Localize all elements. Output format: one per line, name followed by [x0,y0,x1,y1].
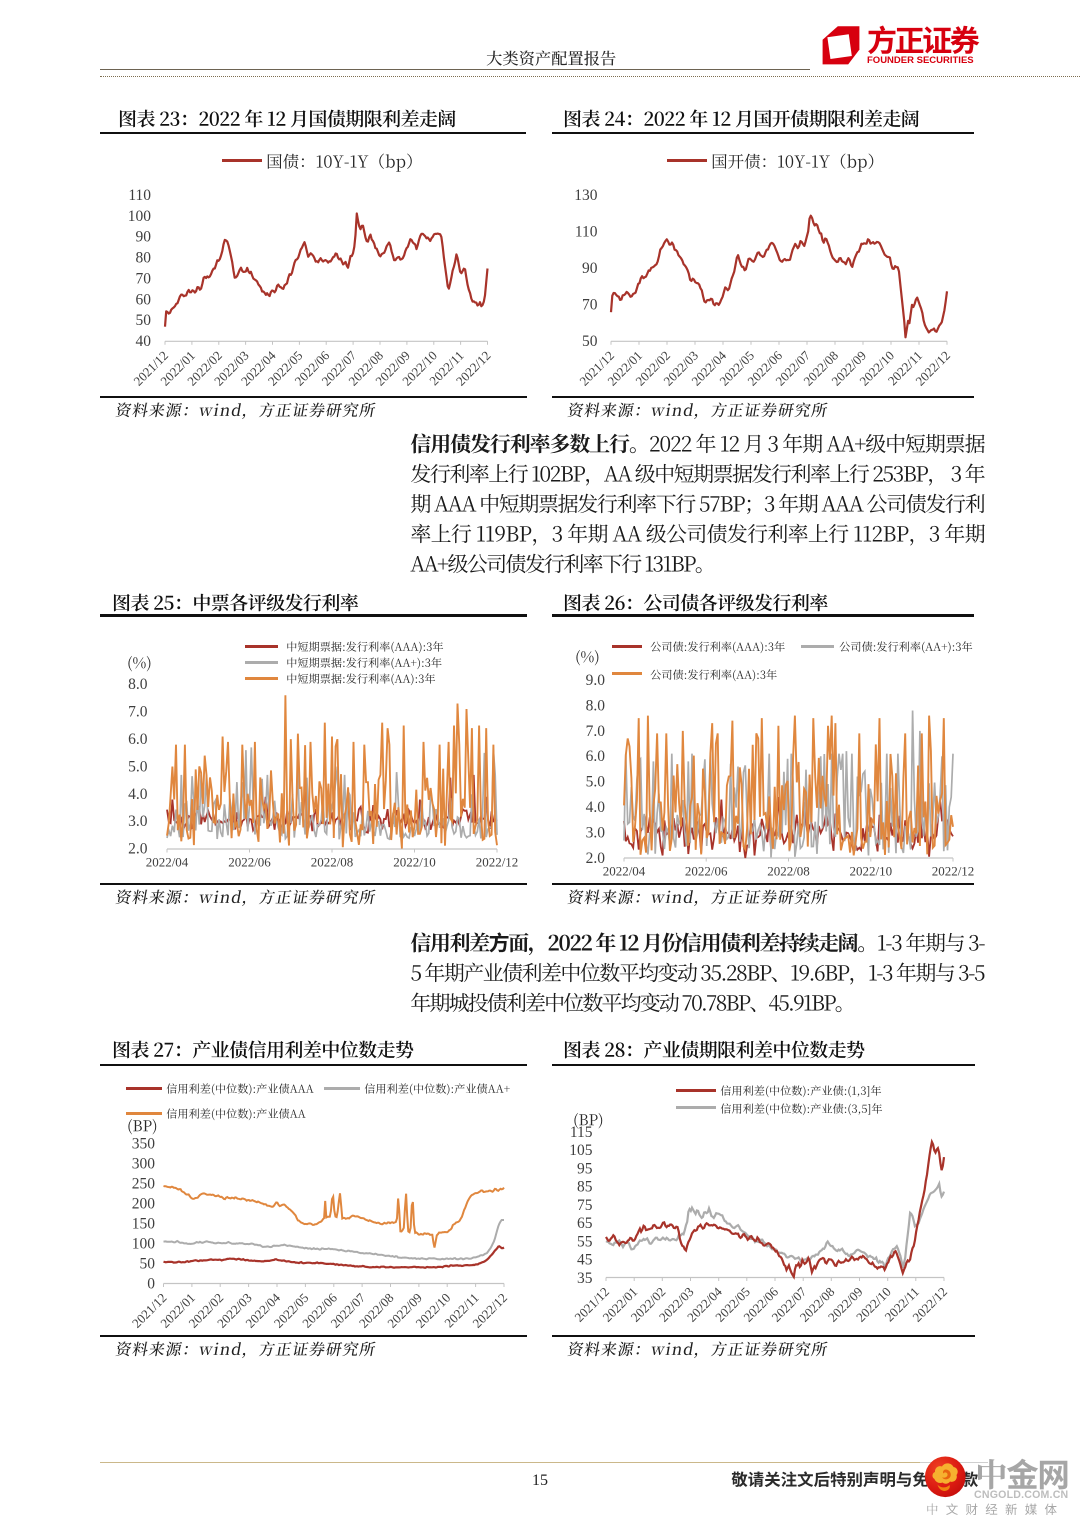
svg-text:80: 80 [136,250,152,267]
svg-text:40: 40 [136,333,152,350]
svg-text:4.0: 4.0 [586,799,606,816]
svg-text:110: 110 [575,224,598,241]
svg-text:2022/10: 2022/10 [849,864,892,879]
svg-text:2022/06: 2022/06 [685,864,728,879]
svg-text:2.0: 2.0 [586,850,606,867]
svg-text:350: 350 [132,1135,156,1152]
svg-text:100: 100 [132,1235,156,1252]
svg-text:70: 70 [136,270,152,287]
svg-text:9.0: 9.0 [586,672,606,689]
svg-text:60: 60 [136,291,152,308]
svg-text:5.0: 5.0 [586,774,606,791]
svg-text:250: 250 [132,1175,156,1192]
svg-text:45: 45 [577,1252,593,1269]
svg-text:8.0: 8.0 [128,676,148,693]
svg-text:8.0: 8.0 [586,697,606,714]
svg-text:3.0: 3.0 [128,813,148,830]
svg-text:130: 130 [574,187,598,204]
svg-text:110: 110 [128,187,151,204]
svg-text:70: 70 [582,297,598,314]
svg-text:90: 90 [582,260,598,277]
svg-text:150: 150 [132,1215,156,1232]
svg-text:2022/12: 2022/12 [476,855,519,870]
svg-text:50: 50 [136,312,152,329]
svg-text:300: 300 [132,1155,156,1172]
svg-text:85: 85 [577,1179,593,1196]
svg-text:3.0: 3.0 [586,825,606,842]
svg-text:95: 95 [577,1160,593,1177]
svg-text:105: 105 [569,1142,593,1159]
svg-text:2022/10: 2022/10 [393,855,436,870]
svg-text:100: 100 [128,208,152,225]
svg-text:7.0: 7.0 [128,703,148,720]
svg-text:7.0: 7.0 [586,723,606,740]
svg-text:50: 50 [140,1255,156,1272]
svg-text:2022/12: 2022/12 [932,864,975,879]
svg-text:65: 65 [577,1215,593,1232]
svg-text:35: 35 [577,1270,593,1287]
svg-text:2022/04: 2022/04 [603,864,646,879]
svg-text:0: 0 [147,1275,155,1292]
svg-text:4.0: 4.0 [128,786,148,803]
svg-text:2022/08: 2022/08 [311,855,354,870]
svg-text:75: 75 [577,1197,593,1214]
svg-text:2022/08: 2022/08 [767,864,810,879]
svg-text:5.0: 5.0 [128,758,148,775]
svg-text:6.0: 6.0 [586,748,606,765]
svg-text:6.0: 6.0 [128,731,148,748]
svg-text:50: 50 [582,333,598,350]
svg-text:2022/04: 2022/04 [146,855,189,870]
svg-text:55: 55 [577,1233,593,1250]
svg-text:200: 200 [132,1195,156,1212]
svg-text:2022/06: 2022/06 [228,855,271,870]
svg-text:2.0: 2.0 [128,841,148,858]
svg-text:115: 115 [570,1124,593,1141]
svg-text:90: 90 [136,229,152,246]
